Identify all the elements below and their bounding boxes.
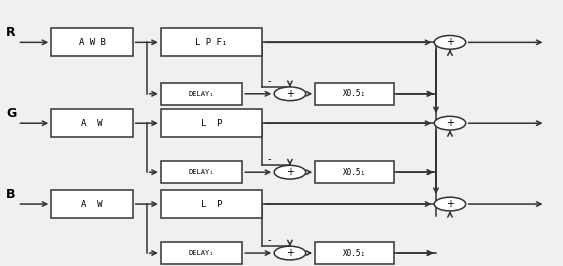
Circle shape — [434, 35, 466, 49]
Text: L  P: L P — [200, 200, 222, 209]
Bar — [315, 242, 394, 264]
Bar — [161, 83, 242, 105]
Circle shape — [434, 116, 466, 130]
Text: A W B: A W B — [78, 38, 105, 47]
Bar — [315, 83, 394, 105]
Text: DELAY₁: DELAY₁ — [189, 250, 214, 256]
Bar — [51, 190, 133, 218]
Text: +: + — [286, 167, 294, 177]
Text: R: R — [6, 26, 16, 39]
Bar — [315, 161, 394, 183]
Circle shape — [434, 197, 466, 211]
Bar — [161, 190, 262, 218]
Text: L  P: L P — [200, 119, 222, 128]
Text: B: B — [6, 188, 16, 201]
Text: +: + — [446, 199, 454, 209]
Bar — [51, 28, 133, 56]
Text: +: + — [446, 118, 454, 128]
Circle shape — [274, 165, 306, 179]
Text: X0.5₁: X0.5₁ — [343, 248, 366, 257]
Text: -: - — [268, 154, 271, 164]
Circle shape — [274, 246, 306, 260]
Text: L P F₁: L P F₁ — [195, 38, 227, 47]
Text: +: + — [286, 248, 294, 258]
Bar — [161, 28, 262, 56]
Text: +: + — [286, 89, 294, 99]
Text: DELAY₁: DELAY₁ — [189, 169, 214, 175]
Bar — [51, 109, 133, 137]
Bar — [161, 161, 242, 183]
Text: +: + — [446, 37, 454, 47]
Text: A  W: A W — [81, 119, 102, 128]
Circle shape — [274, 87, 306, 101]
Text: X0.5₁: X0.5₁ — [343, 89, 366, 98]
Text: X0.5₁: X0.5₁ — [343, 168, 366, 177]
Text: G: G — [6, 107, 16, 120]
Bar — [161, 109, 262, 137]
Text: -: - — [268, 235, 271, 245]
Text: A  W: A W — [81, 200, 102, 209]
Bar — [161, 242, 242, 264]
Text: DELAY₁: DELAY₁ — [189, 91, 214, 97]
Text: -: - — [268, 76, 271, 86]
